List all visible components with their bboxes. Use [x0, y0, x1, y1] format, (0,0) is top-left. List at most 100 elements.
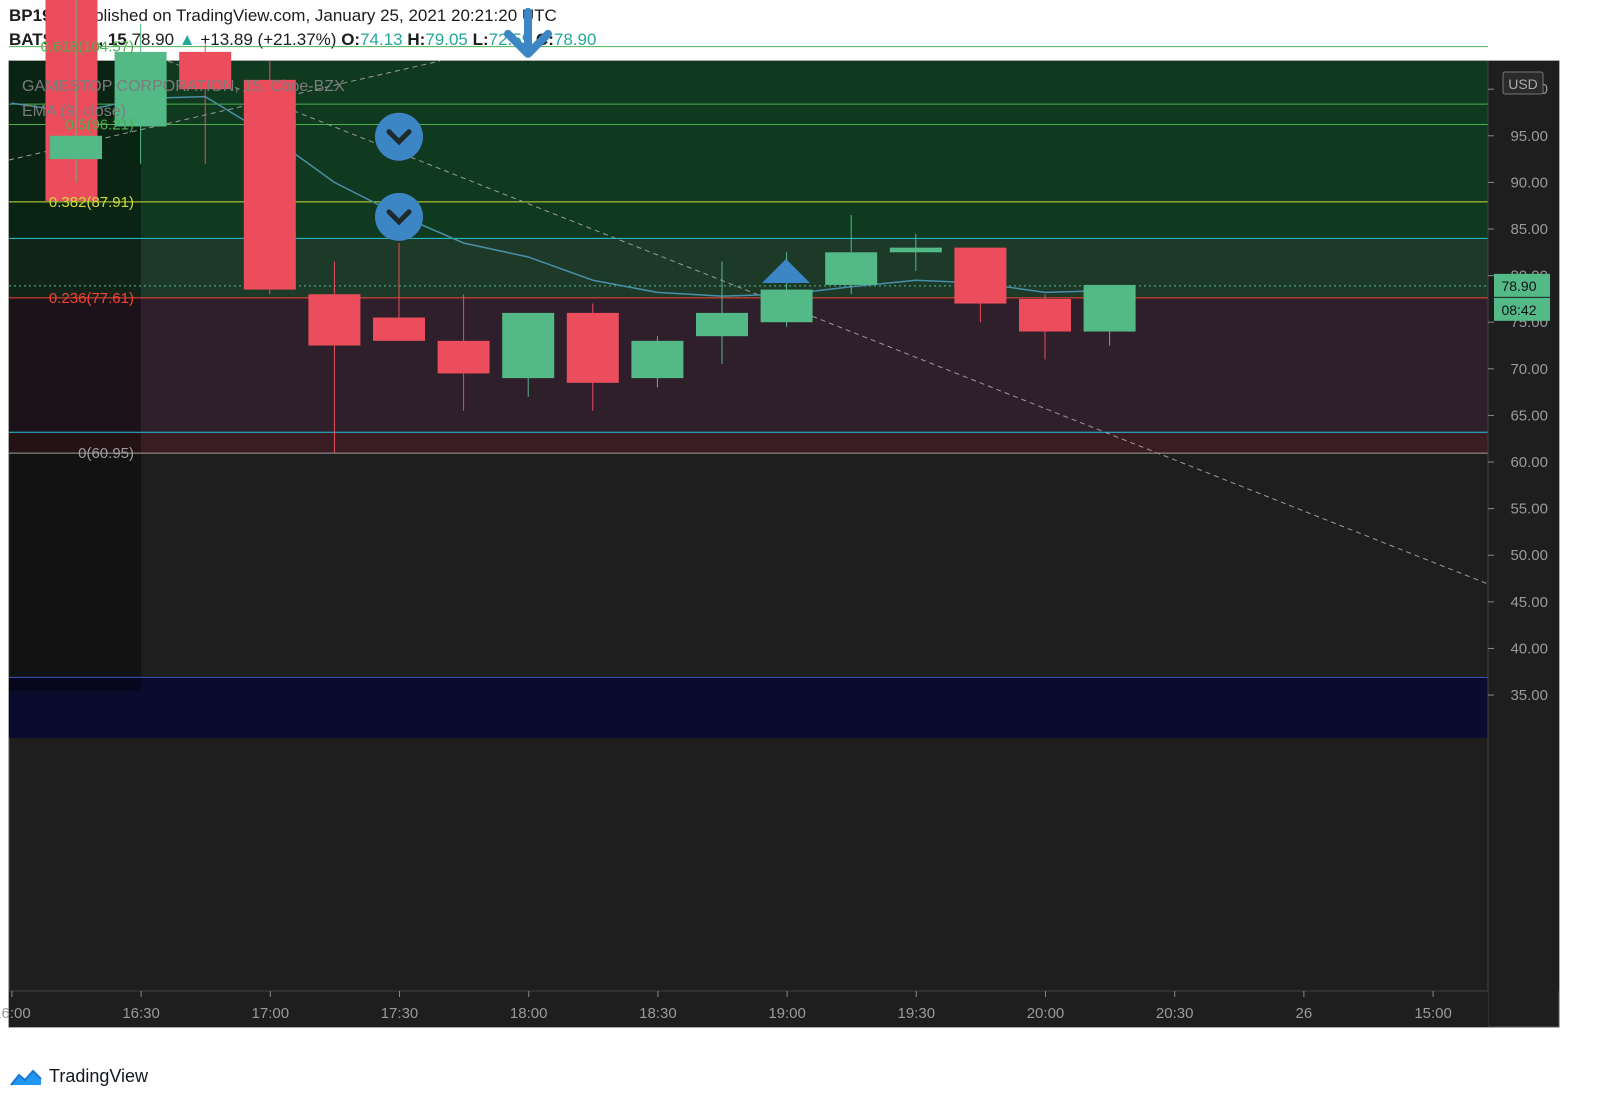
candle-body: [50, 135, 102, 160]
fib-level-label: 0.618(104.57): [41, 39, 134, 56]
fib-zone-7: [9, 677, 1488, 738]
fib-zones: [9, 61, 1488, 738]
candle[interactable]: [502, 312, 555, 397]
x-tick-label: 17:30: [381, 1005, 419, 1022]
triangle-up-icon[interactable]: [762, 258, 810, 283]
tradingview-logo-icon: [10, 1069, 42, 1086]
candle-body: [373, 317, 425, 341]
y-tick-label: 50.00: [1510, 547, 1548, 564]
countdown-box: [1494, 297, 1550, 321]
symbol-info-bar: BATS:GME, 15 78.90 ▲ +13.89 (+21.37%) O:…: [9, 30, 596, 50]
fib-level-label: 0.5(96.21): [66, 117, 134, 134]
price-change: +13.89 (+21.37%): [200, 30, 337, 49]
time-axis[interactable]: [9, 991, 1488, 1027]
candle[interactable]: [825, 215, 878, 295]
last-price: 78.90: [131, 30, 175, 49]
y-tick-label: 85.00: [1510, 221, 1548, 238]
candle[interactable]: [50, 0, 102, 183]
last-price-tag: 78.90 08:42: [1494, 273, 1550, 321]
y-tick-label: 40.00: [1510, 640, 1548, 657]
candle-body: [179, 51, 232, 90]
x-tick-label: 20:00: [1027, 1005, 1065, 1022]
candle[interactable]: [696, 261, 748, 365]
footer-brand-text: TradingView: [49, 1066, 149, 1086]
currency-label: USD: [1508, 76, 1538, 92]
candle[interactable]: [437, 294, 490, 411]
x-tick-label: 18:00: [510, 1005, 548, 1022]
y-tick-label: 45.00: [1510, 594, 1548, 611]
marker-chevron: [386, 209, 412, 226]
fib-labels: 0.786(116.43)0.618(104.57)0.5(96.21)0.38…: [41, 39, 134, 463]
candle-body: [954, 247, 1007, 304]
published-text: published on TradingView.com, January 25…: [75, 6, 557, 25]
candle[interactable]: [179, 44, 232, 164]
candle-body: [308, 294, 361, 346]
fib-level-label: 0(60.95): [78, 445, 134, 462]
open-label: O:: [341, 30, 361, 49]
y-tick-label: 70.00: [1510, 361, 1548, 378]
candle-body: [502, 312, 555, 379]
x-tick-label: 16:30: [122, 1005, 160, 1022]
candle-body: [1083, 284, 1136, 332]
candle[interactable]: [631, 336, 684, 388]
candle[interactable]: [1083, 284, 1136, 346]
x-tick-label: 16:00: [0, 1005, 31, 1022]
candle-body: [114, 51, 167, 127]
candle[interactable]: [243, 61, 296, 295]
fib-level-label: 0.382(87.91): [49, 194, 134, 211]
low-label: L:: [472, 30, 489, 49]
candle[interactable]: [954, 247, 1007, 323]
fib-zone-5: [9, 297, 1488, 433]
circle-chevron-down-icon[interactable]: [375, 192, 423, 241]
high-value: 79.05: [425, 30, 468, 49]
candle[interactable]: [760, 252, 813, 327]
open-value: 74.13: [360, 30, 403, 49]
x-tick-label: 19:00: [768, 1005, 806, 1022]
indicator-label[interactable]: EMA (9, close): [22, 103, 126, 120]
y-tick-label: 90.00: [1510, 174, 1548, 191]
up-triangle-icon: ▲: [178, 30, 196, 49]
markers: [375, 7, 810, 283]
x-tick-label: 20:30: [1156, 1005, 1194, 1022]
fib-zone-6: [9, 432, 1488, 454]
candle-body: [760, 289, 813, 323]
candle[interactable]: [566, 303, 619, 411]
candle-body: [825, 252, 878, 285]
currency-badge[interactable]: [1502, 71, 1544, 95]
candle[interactable]: [889, 233, 942, 271]
footer-branding[interactable]: TradingView: [9, 1066, 148, 1087]
price-axis[interactable]: [1488, 61, 1559, 991]
high-label: H:: [407, 30, 426, 49]
candle-body: [437, 340, 490, 374]
candle-body: [566, 312, 619, 383]
x-tick-label: 18:30: [639, 1005, 677, 1022]
fib-zone-4: [9, 238, 1488, 298]
candle[interactable]: [308, 261, 361, 453]
countdown-value: 08:42: [1501, 302, 1536, 318]
candle-body: [243, 79, 296, 290]
ema-line[interactable]: [11, 95, 1110, 297]
candle[interactable]: [1019, 294, 1071, 360]
x-tick-label: 17:00: [252, 1005, 290, 1022]
last-price-tag-box: [1494, 273, 1550, 297]
arrow-head: [504, 29, 552, 58]
candle[interactable]: [114, 23, 167, 164]
marker-circle: [375, 192, 423, 241]
y-tick-label: 60.00: [1510, 454, 1548, 471]
marker-circle: [375, 112, 423, 161]
x-tick-label: 19:30: [898, 1005, 936, 1022]
x-tick-label: 26: [1296, 1005, 1313, 1022]
circle-chevron-down-icon[interactable]: [375, 112, 423, 161]
candles: [45, 0, 1136, 453]
y-tick-label: 35.00: [1510, 687, 1548, 704]
candle-body: [631, 340, 684, 379]
last-price-tag-value: 78.90: [1501, 278, 1536, 294]
chart-title: GAMESTOP CORPORATION, 15, Cboe-BZX: [22, 78, 345, 95]
candle-body: [45, 0, 98, 202]
candle[interactable]: [45, 0, 98, 202]
arrow-down-icon[interactable]: [504, 7, 552, 58]
close-value: 78.90: [553, 30, 597, 49]
candle[interactable]: [373, 242, 425, 341]
candle-body: [889, 247, 942, 253]
